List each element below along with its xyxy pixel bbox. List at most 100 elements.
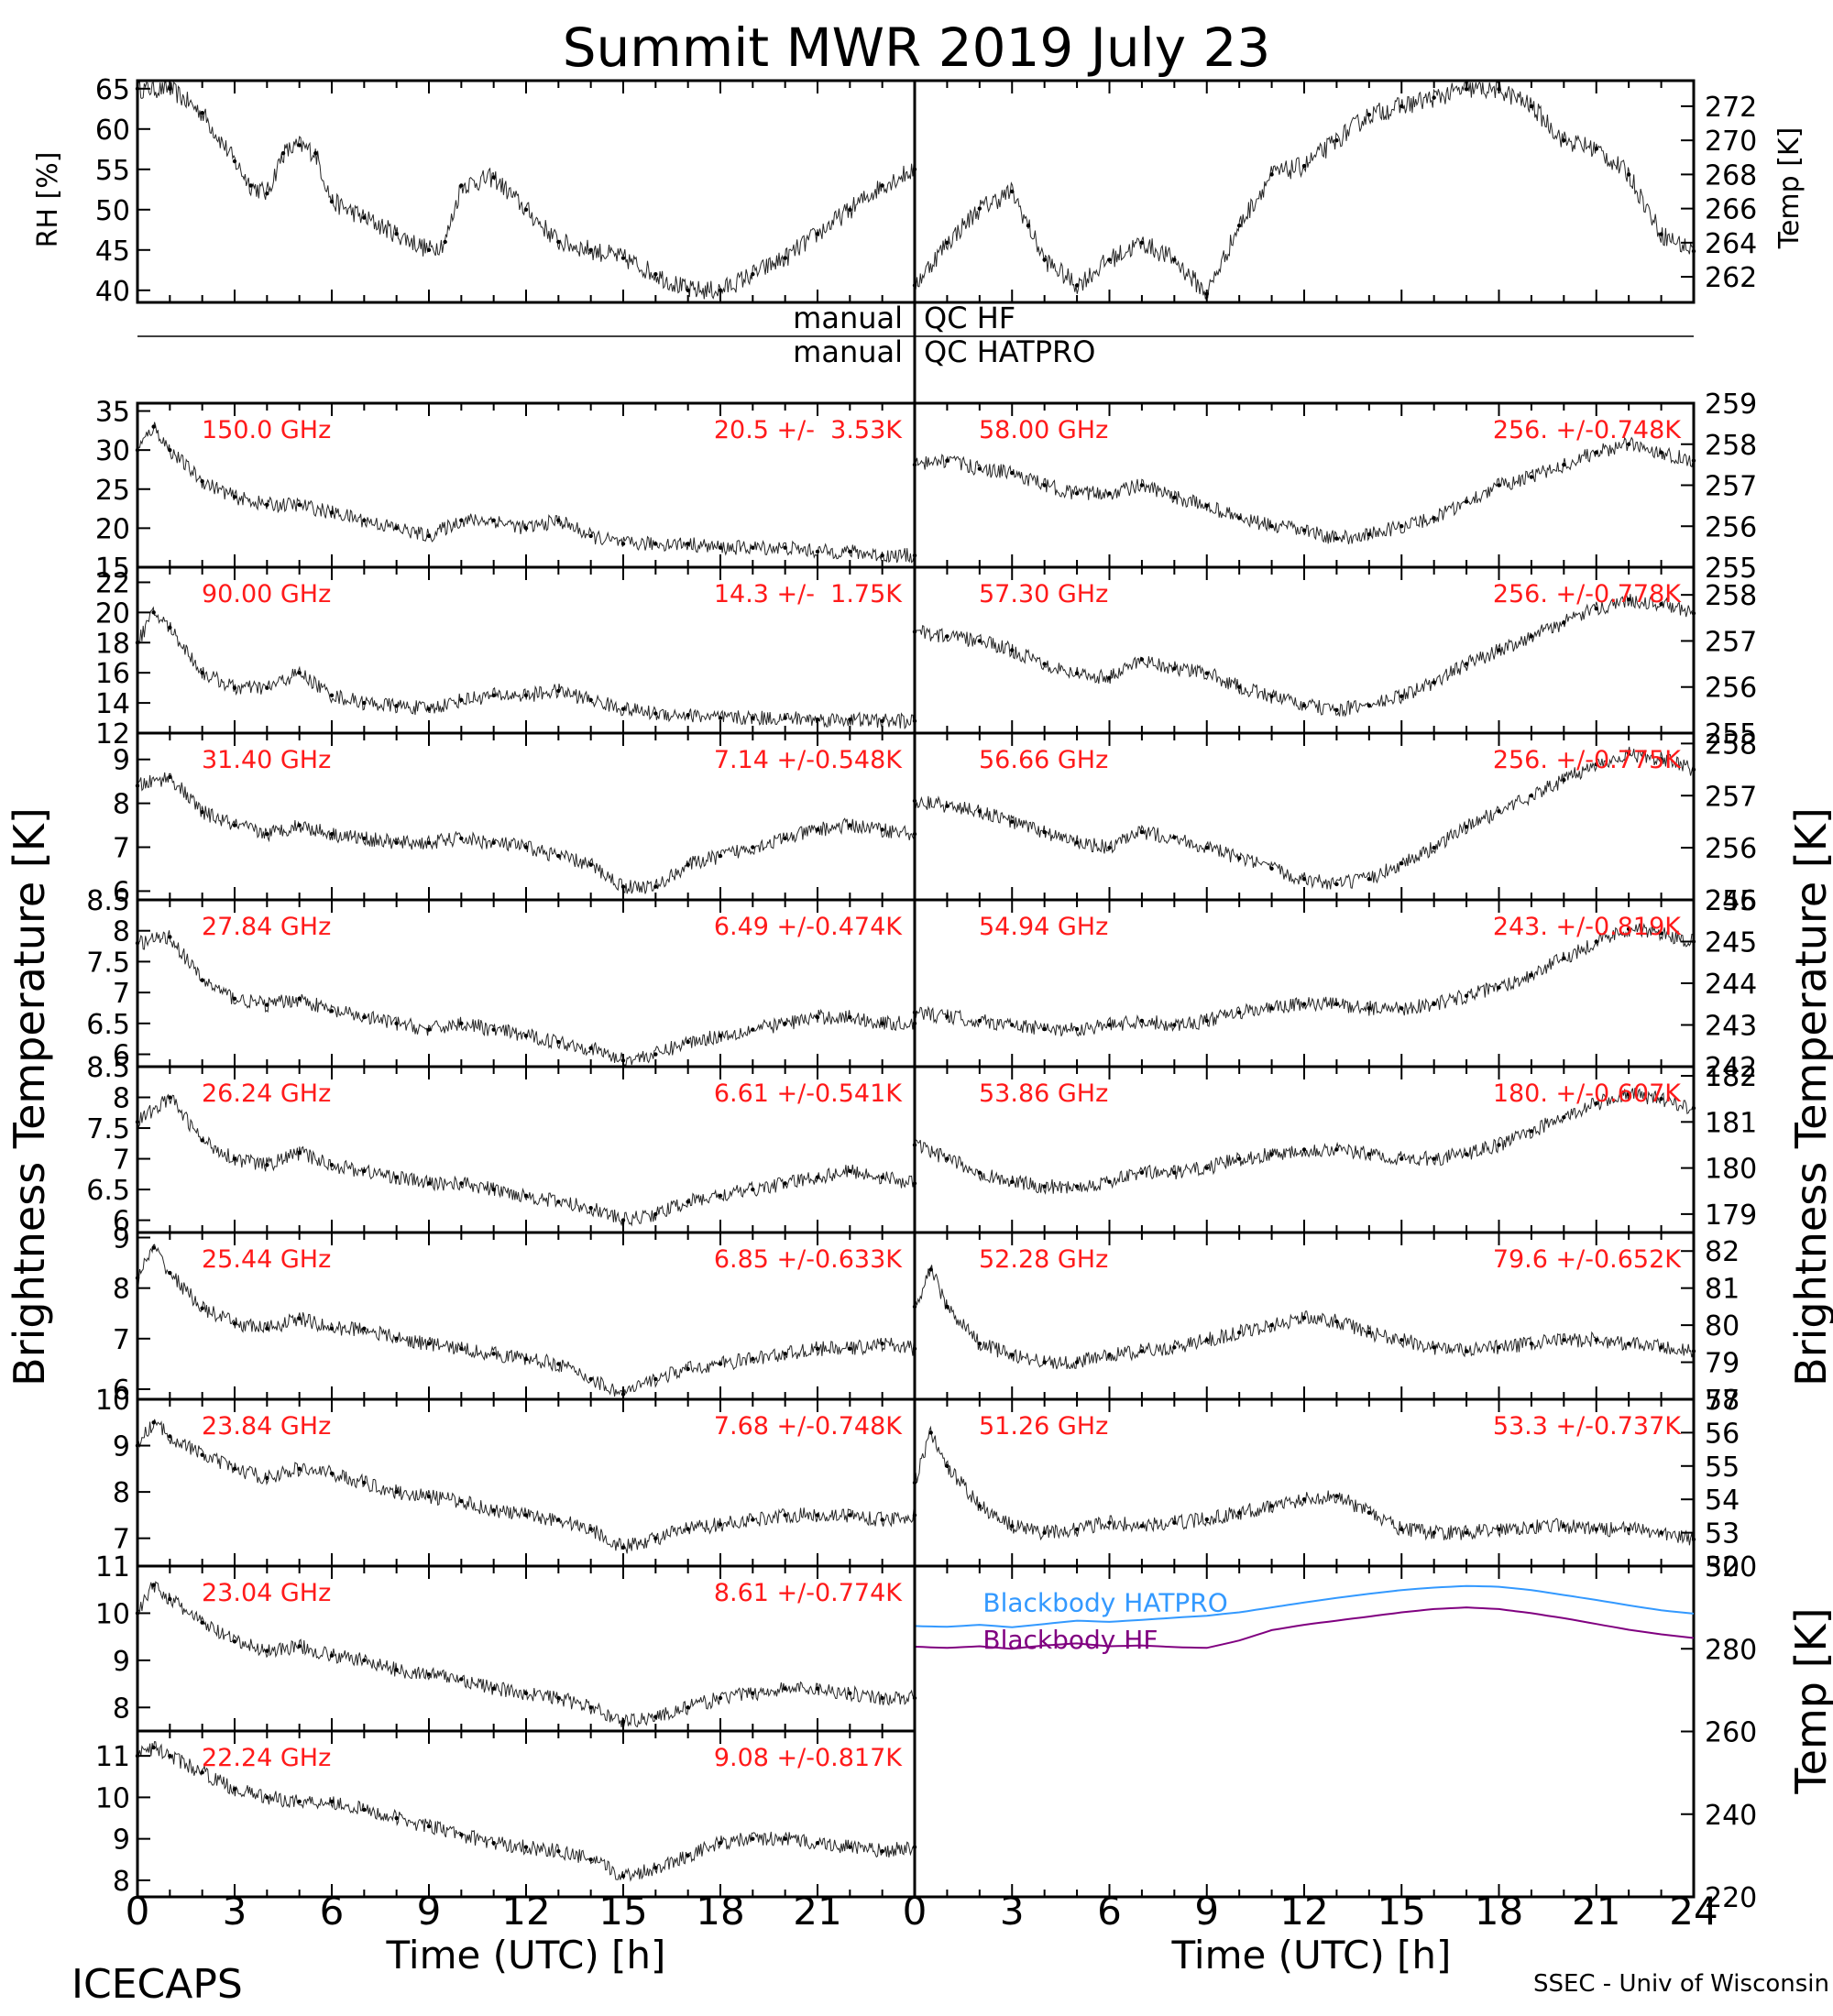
x-tick-label-left: 9 (417, 1889, 442, 1934)
y-tick-label: 6 (113, 1206, 130, 1238)
data-point (751, 845, 755, 849)
y-tick-label: 30 (95, 435, 130, 467)
y-tick-label: 22 (95, 567, 130, 599)
series-trace (914, 746, 1694, 890)
panel-right-3: 255 256 257 258 56.66 GHz 256. +/-0.775K (912, 729, 1757, 917)
channel-label: 53.86 GHz (979, 1079, 1108, 1108)
y-tick-label: 270 (1705, 126, 1757, 158)
channel-label: 25.44 GHz (202, 1245, 331, 1274)
y-tick-label: 6 (113, 1375, 130, 1407)
y-tick-label: 57 (1705, 1385, 1740, 1417)
series-trace (137, 1244, 915, 1398)
channel-stats: 7.68 +/-0.748K (714, 1412, 903, 1441)
y-tick-label: 55 (1705, 1452, 1740, 1484)
y-tick-label: 6 (113, 876, 130, 908)
y-tick-label: 8 (113, 1477, 130, 1509)
y-tick-label: 11 (95, 1741, 130, 1773)
y-tick-label: 56 (1705, 1418, 1740, 1450)
data-point (1529, 475, 1534, 479)
y-tick-label: 82 (1705, 1236, 1740, 1268)
panel-right-1: 255 256 257 258 259 58.00 GHz 256. +/-0.748K (912, 389, 1757, 585)
data-point (1367, 1510, 1372, 1515)
series-label-0: Blackbody HATPRO (982, 1587, 1227, 1617)
y-tick-label: 240 (1705, 1800, 1757, 1832)
y-tick-label: 182 (1705, 1061, 1757, 1093)
data-point (1691, 611, 1696, 616)
y-tick-label: 256 (1705, 833, 1757, 865)
y-tick-label: 255 (1705, 553, 1757, 585)
temp-top-axis-label: Temp [K] (1773, 127, 1806, 250)
y-tick-label: 220 (1705, 1882, 1757, 1914)
y-tick-label: 16 (95, 658, 130, 690)
data-point (977, 1342, 982, 1346)
x-tick-label-left: 6 (320, 1889, 345, 1934)
y-tick-label: 9 (113, 745, 130, 777)
panel-left-6: 6 7 8 9 25.44 GHz 6.85 +/-0.633K (113, 1223, 917, 1407)
series-trace (137, 1581, 915, 1728)
y-tick-label: 35 (95, 397, 130, 429)
series-trace (137, 422, 915, 564)
panel-right-2: 255 256 257 258 57.30 GHz 256. +/-0.778K (912, 565, 1757, 751)
channel-label: 51.26 GHz (979, 1412, 1108, 1441)
series-label-1: Blackbody HF (982, 1625, 1158, 1655)
data-point (1204, 1166, 1209, 1170)
y-tick-label: 14 (95, 688, 130, 720)
channel-label: 56.66 GHz (979, 746, 1108, 774)
y-tick-label: 262 (1705, 262, 1757, 294)
time-axis-label-left: Time (UTC) [h] (386, 1933, 666, 1978)
panel-left-4: 66.577.588.5 27.84 GHz 6.49 +/-0.474K (86, 885, 917, 1072)
y-tick-label: 260 (1705, 1717, 1757, 1749)
data-point (783, 1836, 787, 1841)
ssec-credit: SSEC - Univ of Wisconsin (1533, 1970, 1829, 1998)
temp-bottom-axis-label: Temp [K] (1786, 1607, 1833, 1794)
data-point (815, 549, 820, 554)
channel-label: 23.04 GHz (202, 1579, 331, 1607)
bt-left-axis-label: Brightness Temperature [K] (5, 807, 54, 1386)
y-tick-label: 256 (1705, 511, 1757, 543)
x-tick-label-right: 3 (1000, 1889, 1025, 1934)
channel-stats: 8.61 +/-0.774K (714, 1579, 903, 1607)
data-point (1367, 1331, 1372, 1335)
x-tick-label-right: 18 (1475, 1889, 1523, 1934)
data-point (232, 159, 237, 164)
channel-stats: 6.85 +/-0.633K (714, 1245, 903, 1274)
y-tick-label: 243 (1705, 1011, 1757, 1043)
x-tick-label-left: 12 (501, 1889, 550, 1934)
x-tick-label-left: 0 (126, 1889, 150, 1934)
data-point (426, 1342, 432, 1346)
qc-hatpro-left-label: manual (793, 334, 903, 369)
panel-left-5: 66.577.588.5 26.24 GHz 6.61 +/-0.541K (86, 1052, 917, 1238)
time-axis-label-right: Time (UTC) [h] (1171, 1933, 1452, 1978)
data-point (620, 256, 626, 260)
panel-rh: 40 45 50 55 60 65 (95, 74, 917, 308)
y-tick-label: 180 (1705, 1154, 1757, 1186)
y-tick-label: 8 (113, 789, 130, 821)
y-tick-label: 10 (95, 1385, 130, 1417)
y-tick-label: 7.5 (86, 1113, 130, 1145)
y-tick-label: 11 (95, 1551, 130, 1583)
y-tick-label: 15 (95, 553, 130, 585)
y-tick-label: 258 (1705, 580, 1757, 612)
channel-stats: 243. +/-0.819K (1493, 913, 1682, 941)
data-point (1594, 939, 1598, 944)
data-point (1432, 845, 1436, 850)
panel-frame (136, 79, 916, 304)
panel-right-6: 78 79 80 81 82 52.28 GHz 79.6 +/-0.652K (912, 1231, 1740, 1417)
data-point (1497, 87, 1501, 92)
y-tick-label: 55 (95, 155, 130, 187)
y-tick-label: 6 (113, 1040, 130, 1072)
data-point (362, 1326, 367, 1331)
data-point (1204, 671, 1209, 675)
y-tick-label: 266 (1705, 194, 1757, 226)
y-tick-label: 18 (95, 628, 130, 660)
x-tick-label-left: 3 (223, 1889, 247, 1934)
series-trace (137, 930, 915, 1066)
y-tick-label: 256 (1705, 673, 1757, 705)
y-tick-label: 8 (113, 1274, 130, 1306)
channel-stats: 20.5 +/- 3.53K (714, 416, 903, 444)
data-point (1204, 1517, 1209, 1522)
data-point (1432, 95, 1436, 100)
data-point (135, 641, 140, 645)
